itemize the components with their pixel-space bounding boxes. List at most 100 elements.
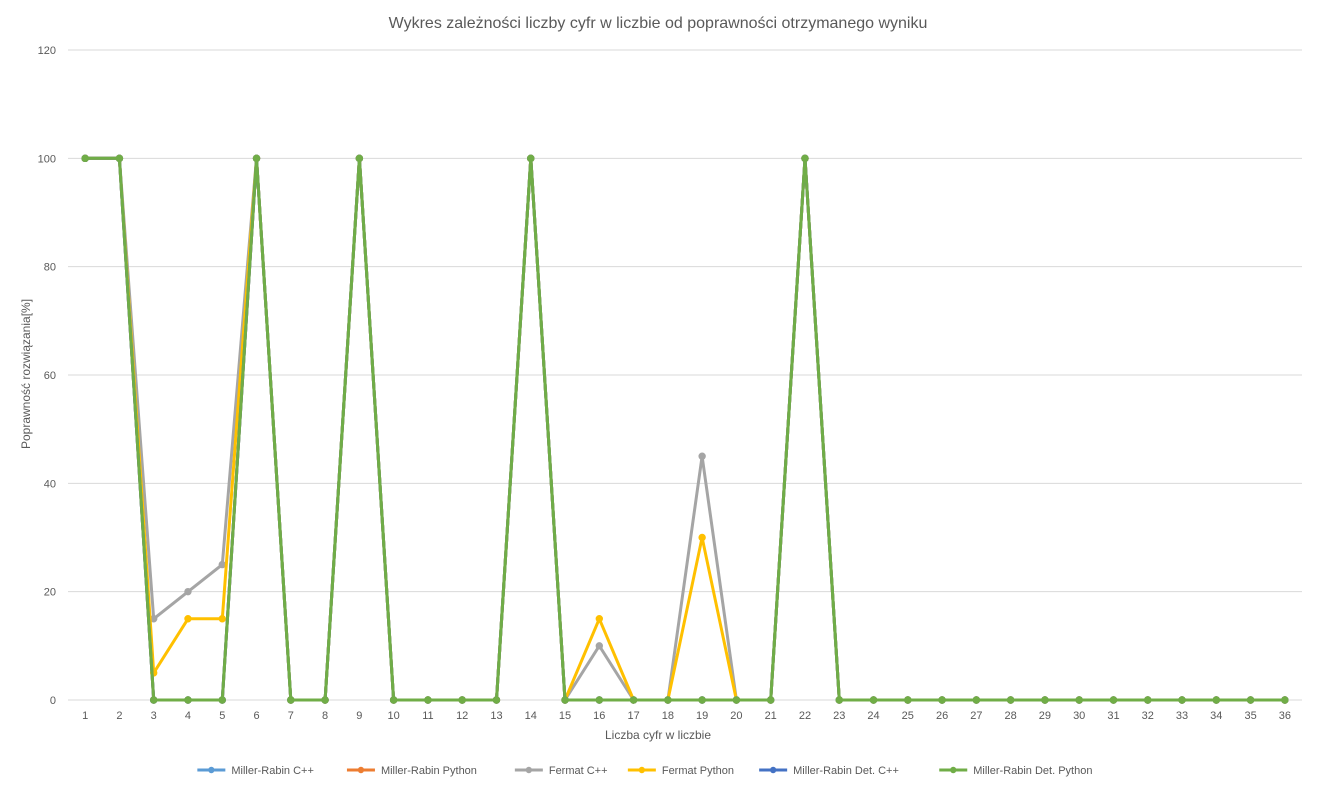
data-point bbox=[115, 154, 124, 163]
data-point bbox=[595, 615, 604, 623]
x-tick-label: 11 bbox=[422, 710, 433, 722]
legend: Miller-Rabin C++ Miller-Rabin Python Ferma… bbox=[197, 765, 1092, 777]
legend-item: Miller-Rabin Det. Python bbox=[939, 765, 1092, 777]
x-tick-label: 22 bbox=[799, 710, 811, 722]
legend-label: Miller-Rabin Python bbox=[381, 765, 477, 777]
data-point bbox=[664, 696, 672, 704]
x-tick-label: 10 bbox=[388, 710, 400, 722]
x-tick-label: 35 bbox=[1244, 710, 1256, 722]
legend-marker bbox=[357, 766, 365, 774]
data-point bbox=[972, 696, 981, 704]
data-point bbox=[389, 696, 398, 704]
chart-title: Wykres zależności liczby cyfr w liczbie … bbox=[389, 15, 928, 32]
x-tick-label: 23 bbox=[833, 710, 845, 722]
x-tick-label: 31 bbox=[1107, 710, 1119, 722]
x-tick-label: 33 bbox=[1176, 710, 1188, 722]
data-point bbox=[904, 696, 912, 704]
legend-marker bbox=[208, 766, 215, 774]
data-point bbox=[698, 452, 706, 460]
x-tick-label: 8 bbox=[322, 710, 328, 722]
legend-item: Miller-Rabin Python bbox=[346, 765, 477, 777]
x-tick-label: 13 bbox=[490, 710, 502, 722]
x-tick-label: 16 bbox=[593, 710, 605, 722]
data-point bbox=[527, 154, 535, 163]
data-point bbox=[218, 560, 226, 569]
y-axis-label: Poprawność rozwiązania[%] bbox=[19, 299, 33, 449]
data-point bbox=[184, 615, 192, 623]
x-tick-label: 14 bbox=[525, 710, 537, 722]
data-point bbox=[1041, 696, 1049, 704]
data-point bbox=[218, 615, 226, 623]
data-point bbox=[458, 696, 466, 704]
series-line bbox=[85, 156, 1285, 702]
legend-label: Miller-Rabin Det. C++ bbox=[793, 765, 899, 777]
data-point bbox=[595, 696, 604, 704]
x-tick-label: 34 bbox=[1210, 710, 1222, 722]
data-point bbox=[801, 154, 809, 163]
data-point bbox=[1144, 696, 1152, 704]
legend-label: Fermat C++ bbox=[549, 765, 608, 777]
data-point bbox=[629, 696, 638, 704]
data-point bbox=[184, 587, 192, 596]
data-point bbox=[1212, 696, 1221, 704]
data-point bbox=[149, 696, 158, 704]
data-point bbox=[321, 696, 329, 704]
data-point bbox=[184, 696, 192, 704]
x-tick-label: 9 bbox=[356, 710, 362, 722]
legend-item: Fermat C++ bbox=[514, 765, 608, 777]
x-tick-label: 3 bbox=[151, 710, 157, 722]
x-tick-label: 32 bbox=[1142, 710, 1154, 722]
y-tick-label: 60 bbox=[44, 370, 56, 382]
data-point bbox=[1281, 696, 1289, 704]
x-tick-label: 7 bbox=[288, 710, 294, 722]
x-tick-label: 29 bbox=[1039, 710, 1051, 722]
y-tick-label: 20 bbox=[44, 587, 56, 599]
series-line bbox=[85, 156, 1285, 702]
x-tick-label: 6 bbox=[253, 710, 259, 722]
x-tick-label: 5 bbox=[219, 710, 225, 722]
legend-label: Miller-Rabin Det. Python bbox=[973, 765, 1092, 777]
x-tick-label: 15 bbox=[559, 710, 571, 722]
x-tick-label: 28 bbox=[1005, 710, 1017, 722]
x-axis-label: Liczba cyfr w liczbie bbox=[605, 728, 711, 742]
data-point bbox=[732, 696, 741, 704]
series-lines bbox=[81, 154, 1289, 704]
y-tick-label: 100 bbox=[38, 153, 56, 165]
data-point bbox=[492, 696, 501, 704]
y-tick-label: 80 bbox=[44, 262, 56, 274]
series-5 bbox=[81, 154, 1289, 704]
legend-label: Miller-Rabin C++ bbox=[231, 765, 314, 777]
data-point bbox=[1246, 696, 1255, 704]
x-tick-label: 27 bbox=[970, 710, 982, 722]
legend-marker bbox=[950, 766, 957, 774]
data-point bbox=[561, 696, 569, 704]
x-tick-label: 30 bbox=[1073, 710, 1085, 722]
legend-marker bbox=[769, 766, 777, 774]
x-tick-label: 2 bbox=[116, 710, 122, 722]
data-point bbox=[938, 696, 946, 704]
y-axis-ticks: 0 20 40 60 80 100 120 bbox=[38, 45, 56, 707]
x-tick-label: 17 bbox=[627, 710, 639, 722]
y-tick-label: 0 bbox=[50, 695, 56, 707]
x-tick-label: 36 bbox=[1279, 710, 1291, 722]
legend-item: Fermat Python bbox=[627, 765, 734, 777]
data-point bbox=[81, 154, 89, 163]
legend-marker bbox=[638, 766, 646, 774]
x-tick-label: 1 bbox=[82, 710, 88, 722]
x-tick-label: 12 bbox=[456, 710, 468, 722]
x-tick-label: 19 bbox=[696, 710, 708, 722]
gridlines bbox=[68, 49, 1302, 701]
x-tick-label: 21 bbox=[765, 710, 777, 722]
legend-item: Miller-Rabin Det. C++ bbox=[759, 765, 899, 777]
x-tick-label: 26 bbox=[936, 710, 948, 722]
data-point bbox=[424, 696, 432, 704]
data-point bbox=[218, 696, 226, 704]
data-point bbox=[1075, 696, 1083, 704]
y-tick-label: 120 bbox=[38, 45, 56, 57]
x-tick-label: 20 bbox=[730, 710, 742, 722]
y-tick-label: 40 bbox=[44, 478, 56, 490]
data-point bbox=[595, 642, 604, 650]
data-point bbox=[698, 696, 706, 704]
x-axis-ticks: 1 2 3 4 5 6 7 8 9 10 11 12 13 14 15 16 17 18 19 20 21 22 23 24 2… bbox=[82, 710, 1291, 722]
